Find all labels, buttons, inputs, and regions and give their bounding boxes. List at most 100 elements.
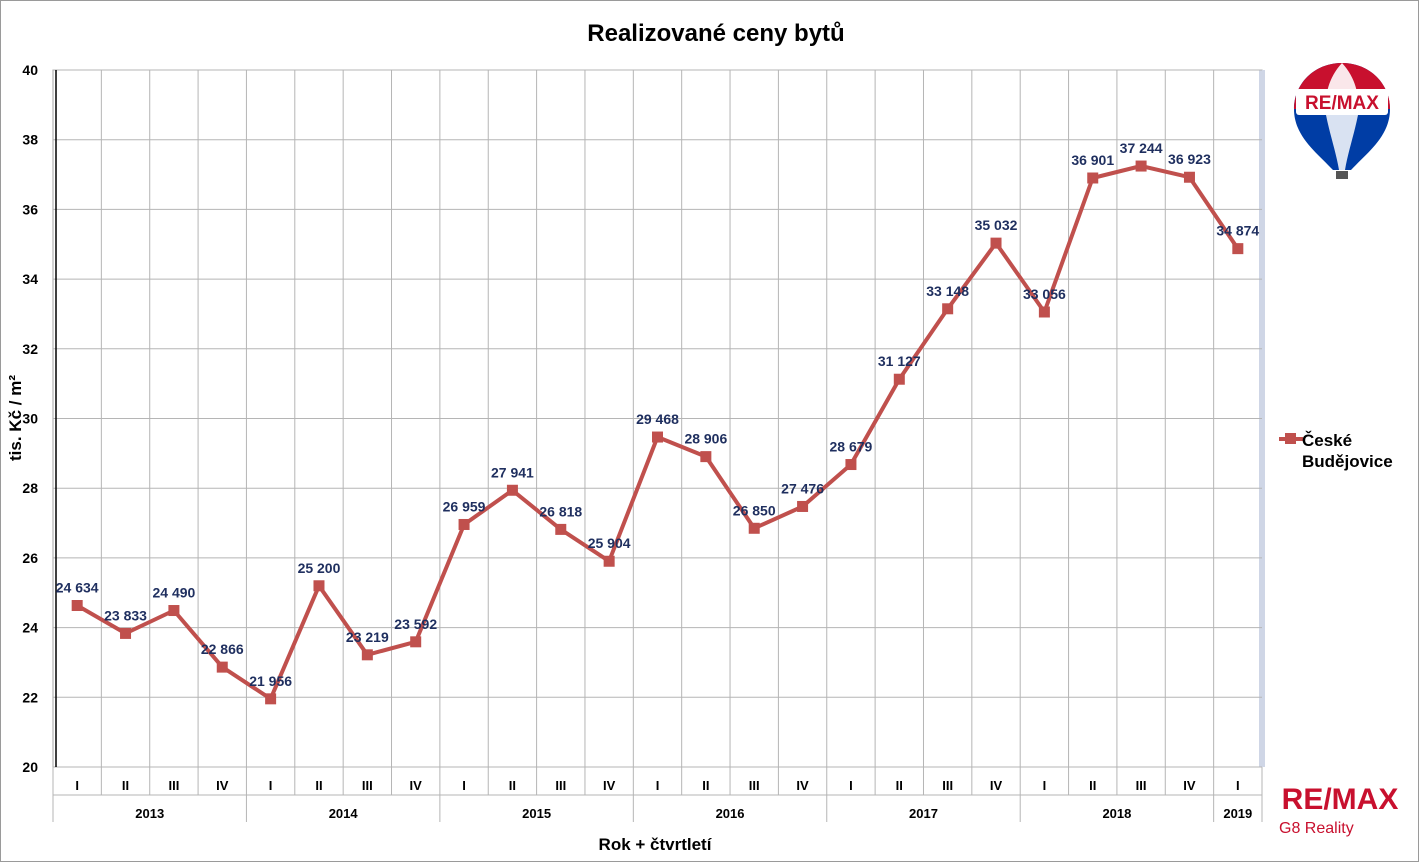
- x-tick-label: I: [849, 778, 853, 793]
- data-point: [797, 500, 809, 512]
- data-point: [120, 627, 132, 639]
- data-label: 27 476: [781, 480, 824, 496]
- data-label: 22 866: [201, 641, 244, 657]
- year-label: 2019: [1223, 806, 1252, 821]
- x-tick-label: I: [75, 778, 79, 793]
- data-point: [1038, 306, 1050, 318]
- x-tick-label: II: [896, 778, 903, 793]
- data-label: 24 634: [56, 580, 99, 596]
- data-label: 33 148: [926, 283, 969, 299]
- x-tick-label: II: [509, 778, 516, 793]
- x-tick-label: III: [1136, 778, 1147, 793]
- legend-label-line2: Budějovice: [1302, 452, 1393, 471]
- data-label: 28 679: [830, 439, 873, 455]
- data-label: 25 200: [298, 560, 341, 576]
- data-label: 33 056: [1023, 286, 1066, 302]
- data-label: 25 904: [588, 535, 631, 551]
- data-point: [942, 303, 954, 315]
- data-label: 23 833: [104, 607, 147, 623]
- data-label: 29 468: [636, 411, 679, 427]
- x-tick-label: I: [656, 778, 660, 793]
- x-tick-label: IV: [990, 778, 1003, 793]
- data-label: 23 219: [346, 629, 389, 645]
- data-point: [748, 522, 760, 534]
- x-tick-label: II: [315, 778, 322, 793]
- data-point: [313, 580, 325, 592]
- legend-marker: [1285, 433, 1296, 444]
- data-point: [1135, 160, 1147, 172]
- data-point: [168, 605, 180, 617]
- year-label: 2016: [716, 806, 745, 821]
- chart-title: Realizované ceny bytů: [587, 20, 844, 47]
- remax-logo: RE/MAX G8 Reality: [1279, 783, 1398, 837]
- data-point: [216, 661, 228, 673]
- data-label: 27 941: [491, 464, 534, 480]
- data-point: [361, 649, 373, 661]
- data-label: 23 592: [394, 616, 437, 632]
- year-label: 2017: [909, 806, 938, 821]
- data-point: [700, 451, 712, 463]
- data-point: [1087, 172, 1099, 184]
- data-point: [990, 237, 1002, 249]
- x-axis-title: Rok + čtvrtletí: [599, 835, 713, 854]
- y-axis-title: tis. Kč / m²: [6, 375, 25, 461]
- year-label: 2013: [135, 806, 164, 821]
- x-tick-label: I: [462, 778, 466, 793]
- y-tick-label: 20: [22, 759, 38, 775]
- data-label: 24 490: [152, 585, 195, 601]
- data-point: [265, 693, 277, 705]
- data-point: [845, 459, 857, 471]
- y-tick-label: 34: [22, 271, 38, 287]
- year-label: 2014: [329, 806, 359, 821]
- data-label: 21 956: [249, 673, 292, 689]
- y-tick-label: 40: [22, 62, 38, 78]
- remax-logo-text: RE/MAX: [1282, 783, 1399, 816]
- data-label: 28 906: [684, 431, 727, 447]
- x-tick-label: II: [122, 778, 129, 793]
- data-point: [893, 373, 905, 385]
- remax-logo-sub: G8 Reality: [1279, 820, 1354, 837]
- data-label: 37 244: [1120, 140, 1163, 156]
- legend: České Budějovice: [1279, 431, 1393, 471]
- y-tick-label: 38: [22, 132, 38, 148]
- y-tick-label: 28: [22, 480, 38, 496]
- data-point: [458, 518, 470, 530]
- data-label: 35 032: [975, 217, 1018, 233]
- data-point: [71, 600, 83, 612]
- data-point: [555, 523, 567, 535]
- y-tick-label: 24: [22, 620, 38, 636]
- y-tick-label: 30: [22, 411, 38, 427]
- y-tick-label: 36: [22, 201, 38, 217]
- x-tick-label: II: [1089, 778, 1096, 793]
- x-tick-label: III: [168, 778, 179, 793]
- x-tick-label: I: [1236, 778, 1240, 793]
- data-label: 36 901: [1071, 152, 1114, 168]
- data-label: 34 874: [1216, 223, 1259, 239]
- x-tick-label: III: [555, 778, 566, 793]
- x-tick-label: IV: [1183, 778, 1196, 793]
- balloon-text: RE/MAX: [1305, 93, 1379, 114]
- legend-label-line1: České: [1302, 431, 1352, 450]
- x-tick-label: III: [362, 778, 373, 793]
- year-label: 2015: [522, 806, 551, 821]
- balloon-logo-icon: RE/MAX: [1294, 63, 1390, 179]
- y-tick-label: 26: [22, 550, 38, 566]
- year-label: 2018: [1102, 806, 1131, 821]
- data-point: [506, 484, 518, 496]
- y-tick-label: 22: [22, 689, 38, 705]
- data-label: 26 959: [443, 498, 486, 514]
- x-tick-label: I: [269, 778, 273, 793]
- x-tick-label: III: [942, 778, 953, 793]
- x-tick-label: IV: [796, 778, 809, 793]
- data-label: 26 850: [733, 502, 776, 518]
- x-tick-label: II: [702, 778, 709, 793]
- data-label: 26 818: [539, 503, 582, 519]
- data-point: [652, 431, 663, 443]
- x-tick-label: IV: [603, 778, 616, 793]
- data-point: [1232, 243, 1244, 255]
- x-tick-label: IV: [410, 778, 423, 793]
- x-tick-label: III: [749, 778, 760, 793]
